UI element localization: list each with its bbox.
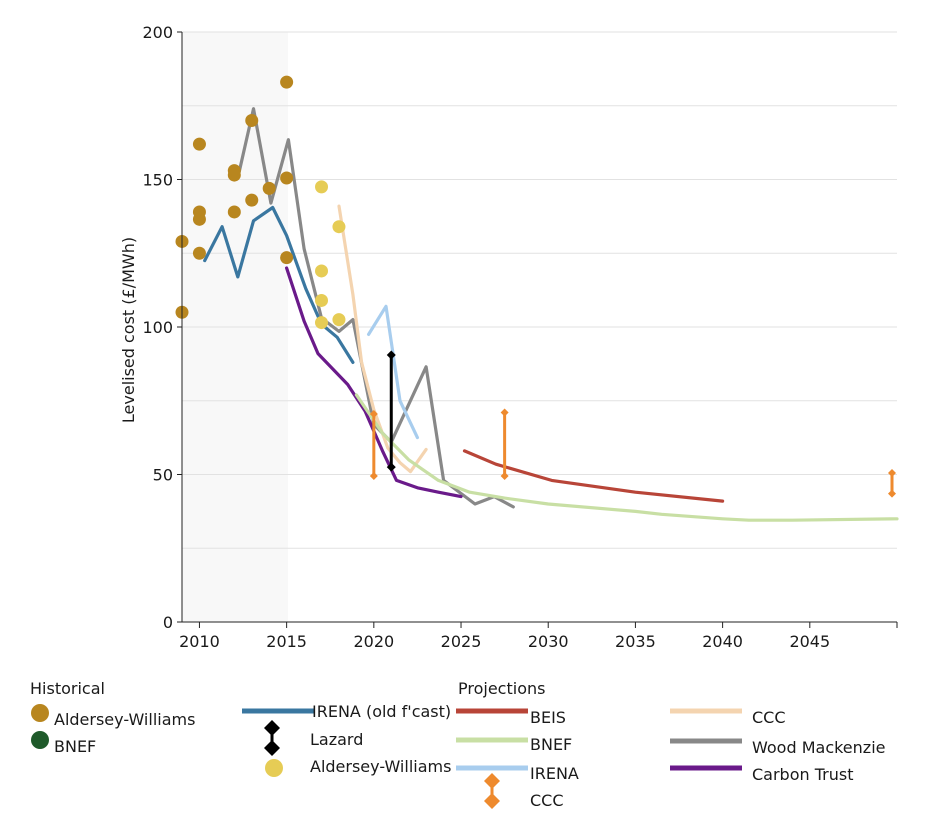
range-min-marker-ccc bbox=[500, 471, 509, 480]
data-point-aldersey-williams bbox=[280, 75, 294, 89]
series-line-bnef bbox=[354, 393, 899, 522]
data-point-aldersey-williams bbox=[280, 251, 294, 265]
range-max-marker-ccc bbox=[500, 408, 509, 417]
legend-label-beis: BEIS bbox=[530, 708, 566, 727]
legend-label-ccc: CCC bbox=[530, 791, 564, 810]
legend-label-bnef: BNEF bbox=[54, 737, 96, 756]
data-point-aldersey-williams bbox=[192, 246, 206, 260]
data-point-aldersey-williams bbox=[315, 264, 329, 278]
data-point-aldersey-williams bbox=[280, 171, 294, 185]
legend-label-irena-old-f-cast: IRENA (old f'cast) bbox=[312, 702, 451, 721]
y-tick-label: 200 bbox=[142, 23, 173, 42]
x-tick-label: 2035 bbox=[615, 632, 656, 651]
data-point-aldersey-williams bbox=[245, 114, 259, 127]
range-max-marker-lazard bbox=[386, 350, 396, 360]
data-point-aldersey-williams bbox=[227, 205, 241, 219]
range-min-marker-ccc bbox=[888, 489, 896, 498]
legend-label-irena: IRENA bbox=[530, 764, 579, 783]
data-point-aldersey-williams bbox=[262, 181, 276, 195]
data-point-aldersey-williams bbox=[332, 313, 346, 327]
y-tick-label: 100 bbox=[142, 318, 173, 337]
legend-label-lazard: Lazard bbox=[310, 730, 363, 749]
axes: 0 50 100 150 200 2010 2015 2020 2025 2030 2035 2040… bbox=[142, 23, 898, 651]
data-point-aldersey-williams bbox=[332, 220, 346, 234]
legend-marker-aldersey-williams bbox=[265, 759, 283, 777]
range-max-marker-ccc bbox=[888, 469, 896, 478]
legend-marker-aldersey-williams bbox=[31, 704, 49, 722]
x-tick-label: 2015 bbox=[266, 632, 307, 651]
legend-historical-heading: Historical bbox=[30, 679, 105, 698]
y-tick-label: 150 bbox=[142, 171, 173, 190]
x-tick-label: 2045 bbox=[789, 632, 830, 651]
legend-label-aldersey-williams: Aldersey-Williams bbox=[54, 710, 195, 729]
legend-marker-ccc bbox=[484, 773, 500, 789]
x-tick-label: 2025 bbox=[441, 632, 482, 651]
data-point-aldersey-williams bbox=[192, 137, 206, 151]
data-point-aldersey-williams bbox=[315, 180, 329, 194]
x-tick-label: 2040 bbox=[702, 632, 743, 651]
data-point-aldersey-williams bbox=[315, 293, 329, 307]
legend-projections-heading: Projections bbox=[458, 679, 545, 698]
x-tick-label: 2010 bbox=[179, 632, 220, 651]
range-max-marker-ccc bbox=[369, 410, 378, 419]
series-line-irena-old-f-cast bbox=[203, 205, 355, 364]
legend: Historical Projections Aldersey-Williams BN… bbox=[30, 679, 885, 810]
legend-marker-bnef bbox=[31, 731, 49, 749]
y-tick-label: 50 bbox=[153, 466, 173, 485]
legend-label-bnef: BNEF bbox=[530, 735, 572, 754]
data-point-aldersey-williams bbox=[227, 168, 241, 182]
data-point-aldersey-williams bbox=[315, 316, 329, 330]
y-tick-label: 0 bbox=[163, 613, 173, 632]
range-min-marker-lazard bbox=[386, 462, 396, 472]
legend-marker-ccc bbox=[484, 793, 500, 809]
legend-marker-lazard bbox=[264, 720, 280, 736]
x-tick-label: 2030 bbox=[528, 632, 569, 651]
data-point-aldersey-williams bbox=[245, 193, 259, 207]
legend-label-ccc: CCC bbox=[752, 708, 786, 727]
legend-label-carbon-trust: Carbon Trust bbox=[752, 765, 853, 784]
y-axis-label: Levelised cost (£/MWh) bbox=[119, 237, 138, 423]
legend-marker-lazard bbox=[264, 740, 280, 756]
range-min-marker-ccc bbox=[369, 471, 378, 480]
legend-label-aldersey-williams: Aldersey-Williams bbox=[310, 757, 451, 776]
series-line-wood-mackenzie bbox=[236, 107, 515, 509]
gridlines bbox=[182, 31, 897, 549]
series-line-beis bbox=[462, 449, 725, 503]
series-layer bbox=[175, 75, 899, 522]
legend-label-wood-mackenzie: Wood Mackenzie bbox=[752, 738, 885, 757]
data-point-aldersey-williams bbox=[192, 212, 206, 226]
x-tick-label: 2020 bbox=[353, 632, 394, 651]
